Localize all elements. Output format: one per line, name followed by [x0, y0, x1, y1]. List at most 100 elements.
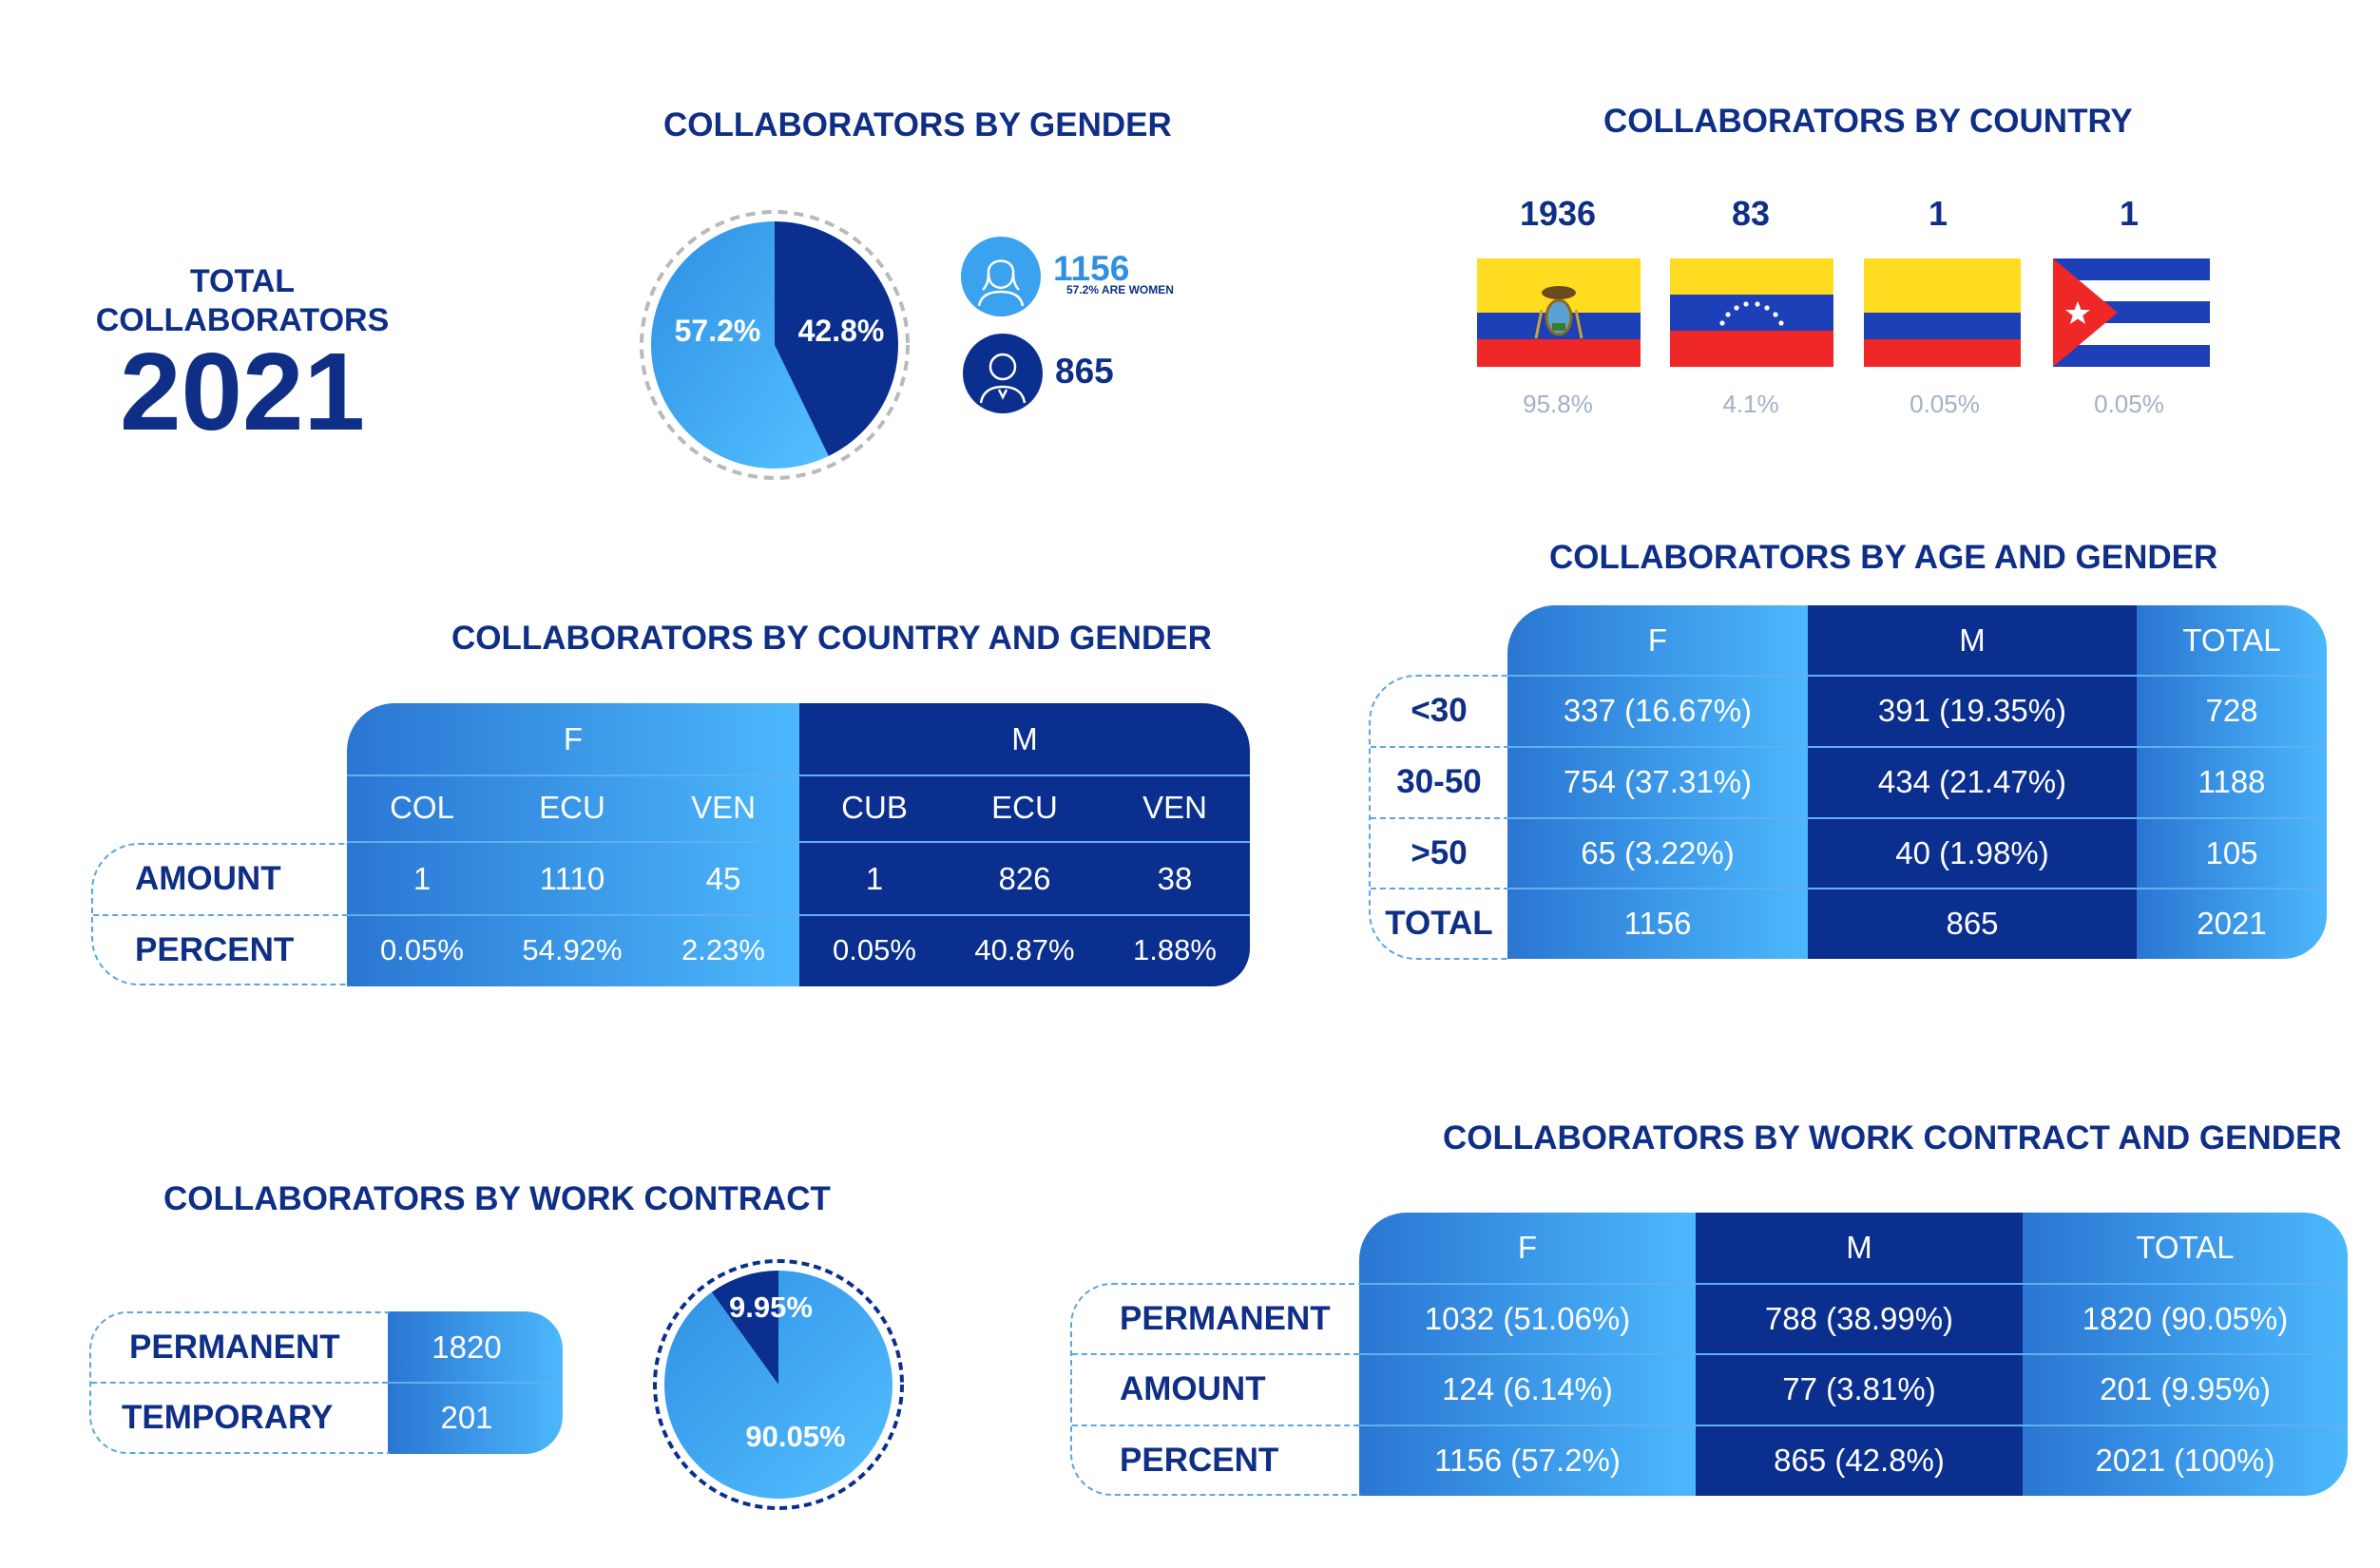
age-row-label: TOTAL — [1385, 905, 1493, 942]
country-gender-m-block — [799, 703, 1250, 986]
country-count-cuba: 1 — [2119, 194, 2140, 233]
ecuador-flag — [1477, 258, 1641, 367]
country-gender-col: VEN — [691, 790, 756, 825]
gender-title: COLLABORATORS BY GENDER — [663, 106, 1172, 143]
country-gender-row-label: PERCENT — [135, 931, 295, 968]
colombia-flag — [1864, 258, 2021, 367]
age-gender-header: F — [1647, 622, 1668, 658]
age-gender-header: TOTAL — [2182, 622, 2281, 658]
country-gender-cell: 54.92% — [522, 933, 623, 966]
age-row-label: 30-50 — [1396, 763, 1482, 800]
gender-pie-slice-women — [651, 221, 829, 468]
age-gender-header: M — [1959, 622, 1986, 658]
gender-pie-slice-men — [775, 221, 898, 456]
contract-gender-cell: 2021 (100%) — [2095, 1443, 2275, 1478]
age-gender-cell: 865 — [1946, 906, 1999, 941]
age-gender-title: COLLABORATORS BY AGE AND GENDER — [1549, 539, 2218, 576]
man-icon — [962, 333, 1044, 414]
country-gender-cell: 0.05% — [833, 933, 916, 966]
country-gender-cell: 1.88% — [1133, 933, 1217, 966]
total-collaborators-label: TOTAL COLLABORATORS — [95, 263, 390, 338]
age-gender-cell: 40 (1.98%) — [1895, 835, 2049, 870]
country-pct-ecuador: 95.8% — [1523, 390, 1593, 418]
contract-label-frame — [89, 1311, 390, 1454]
cgen-divider — [1359, 1425, 2348, 1426]
country-gender-label-divider — [93, 914, 348, 916]
contract-row-value: 201 — [440, 1400, 493, 1435]
country-pct-cuba: 0.05% — [2094, 390, 2164, 418]
country-gender-cell: 1 — [865, 861, 884, 896]
country-count-ecuador: 1936 — [1519, 194, 1597, 233]
contract-value-divider — [388, 1382, 563, 1384]
country-gender-col: VEN — [1142, 790, 1207, 825]
contract-gender-cell: 124 (6.14%) — [1442, 1371, 1613, 1406]
country-gender-cell: 38 — [1157, 861, 1193, 896]
country-gender-label-frame — [91, 843, 348, 985]
gender-pie-women-label: 57.2% — [674, 314, 761, 348]
contract-pie-temp-label: 9.95% — [729, 1291, 813, 1324]
venezuela-flag — [1670, 258, 1833, 367]
woman-icon — [960, 236, 1042, 317]
contract-gender-header: TOTAL — [2136, 1230, 2235, 1265]
contract-row-label: TEMPORARY — [122, 1399, 334, 1436]
contract-title: COLLABORATORS BY WORK CONTRACT — [163, 1180, 831, 1217]
contract-gender-label-frame — [1070, 1283, 1361, 1496]
gender-pie-chart — [640, 210, 910, 480]
age-gender-m-block — [1808, 605, 2137, 959]
total-collaborators-value: 2021 — [119, 330, 366, 453]
contract-gender-title: COLLABORATORS BY WORK CONTRACT AND GENDE… — [1443, 1119, 2342, 1157]
age-gender-cell: 1156 — [1623, 906, 1692, 941]
country-gender-cell: 1110 — [539, 861, 605, 896]
women-note: 57.2% ARE WOMEN — [1066, 283, 1174, 296]
country-gender-header-f: F — [563, 721, 584, 756]
country-gender-col: ECU — [539, 790, 605, 825]
country-gender-title: COLLABORATORS BY COUNTRY AND GENDER — [451, 620, 1212, 657]
country-gender-header-m: M — [1011, 721, 1038, 756]
ag-divider — [1507, 746, 2327, 748]
country-gender-cell: 0.05% — [380, 933, 464, 966]
age-gender-cell: 105 — [2205, 835, 2258, 870]
contract-gender-header: F — [1517, 1230, 1538, 1265]
contract-row-value: 1820 — [432, 1329, 502, 1365]
age-gender-cell: 65 (3.22%) — [1581, 835, 1735, 870]
country-pct-venezuela: 4.1% — [1722, 390, 1779, 418]
contract-gender-cell: 865 (42.8%) — [1774, 1443, 1945, 1478]
contract-gender-cell: 1820 (90.05%) — [2082, 1301, 2289, 1336]
men-count: 865 — [1055, 352, 1114, 391]
age-gender-cell: 1188 — [2198, 764, 2266, 799]
contract-gender-row-label: AMOUNT — [1120, 1370, 1266, 1407]
country-gender-row-label: AMOUNT — [135, 860, 281, 897]
cgen-divider — [1359, 1283, 2348, 1285]
cuba-flag — [2053, 258, 2210, 367]
age-gender-f-block — [1507, 605, 1808, 959]
ag-divider — [1507, 888, 2327, 889]
women-count: 1156 — [1053, 249, 1130, 288]
contract-gender-header: M — [1846, 1230, 1872, 1265]
contract-gender-cell: 1032 (51.06%) — [1424, 1301, 1631, 1336]
age-gender-cell: 2021 — [2197, 906, 2267, 941]
age-gender-label-frame — [1369, 675, 1509, 960]
country-gender-f-block — [347, 703, 799, 986]
contract-gender-cell: 77 (3.81%) — [1782, 1371, 1936, 1406]
contract-label-divider — [91, 1382, 388, 1384]
country-gender-cell: 2.23% — [681, 933, 765, 966]
cgen-divider — [1359, 1353, 2348, 1355]
cg-divider-3 — [347, 914, 1250, 916]
country-gender-col: COL — [390, 790, 454, 825]
contract-pie-chart — [653, 1259, 904, 1510]
age-gender-cell: 754 (37.31%) — [1563, 764, 1753, 799]
ag-divider — [1507, 675, 2327, 677]
age-row-label: >50 — [1411, 834, 1468, 871]
contract-pie-perm-label: 90.05% — [745, 1420, 846, 1453]
country-gender-cell: 1 — [413, 861, 432, 896]
age-row-label: <30 — [1411, 692, 1468, 729]
cgen-label-divider — [1072, 1425, 1359, 1426]
age-gender-cell: 434 (21.47%) — [1877, 764, 2067, 799]
contract-gender-cell: 788 (38.99%) — [1764, 1301, 1954, 1336]
contract-gender-row-label: PERCENT — [1120, 1442, 1279, 1479]
gender-pie-ring — [640, 210, 910, 480]
country-gender-cell: 40.87% — [974, 933, 1075, 966]
age-gender-cell: 337 (16.67%) — [1563, 693, 1753, 728]
country-count-venezuela: 83 — [1731, 194, 1771, 233]
country-gender-cell: 826 — [998, 861, 1051, 896]
